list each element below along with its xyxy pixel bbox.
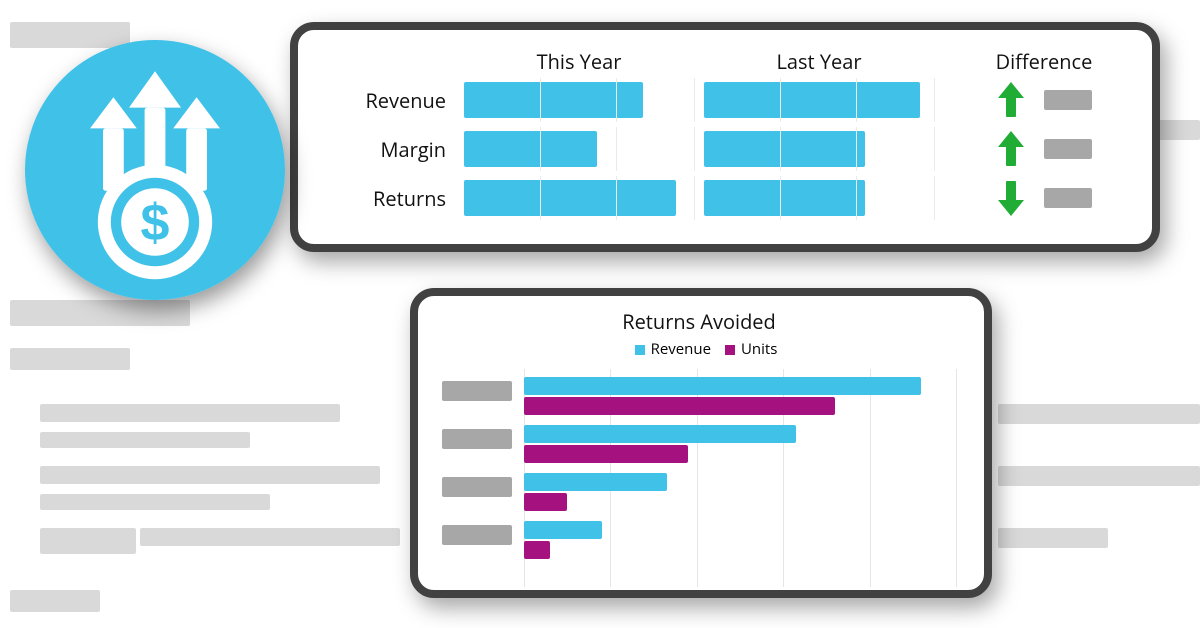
- arrow-up-icon: [996, 129, 1026, 169]
- legend-swatch: [725, 345, 735, 355]
- chart-row: [442, 519, 956, 567]
- metric-bar: [464, 131, 597, 167]
- returns-avoided-chart: [442, 369, 956, 587]
- revenue-bar: [524, 473, 667, 491]
- dollar-growth-badge-icon: $: [25, 40, 285, 300]
- last-year-bars: [704, 78, 934, 226]
- legend-label: Revenue: [651, 339, 711, 359]
- category-label-placeholder: [442, 477, 512, 497]
- redacted-bar: [10, 590, 100, 612]
- returns-avoided-legend: Revenue Units: [442, 339, 956, 359]
- redacted-bar: [998, 466, 1200, 486]
- difference-value-placeholder: [1044, 90, 1092, 110]
- difference-value-placeholder: [1044, 139, 1092, 159]
- metric-labels: Revenue Margin Returns: [324, 78, 454, 226]
- redacted-bar: [998, 528, 1108, 548]
- revenue-bar: [524, 425, 796, 443]
- header-last-year: Last Year: [704, 44, 934, 78]
- redacted-bar: [998, 404, 1200, 424]
- revenue-bar: [524, 377, 921, 395]
- category-label-placeholder: [442, 381, 512, 401]
- redacted-bar: [40, 528, 136, 554]
- revenue-bar: [524, 521, 602, 539]
- units-bar: [524, 445, 688, 463]
- svg-text:$: $: [141, 194, 170, 252]
- chart-row: [442, 423, 956, 471]
- redacted-bar: [140, 528, 400, 546]
- returns-avoided-title: Returns Avoided: [442, 308, 956, 335]
- redacted-bar: [40, 404, 340, 422]
- returns-avoided-card: Returns Avoided Revenue Units: [410, 288, 992, 598]
- metric-label: Margin: [324, 127, 454, 171]
- arrow-down-icon: [996, 178, 1026, 218]
- category-label-placeholder: [442, 429, 512, 449]
- metric-label: Returns: [324, 176, 454, 220]
- category-label-placeholder: [442, 525, 512, 545]
- chart-row: [442, 471, 956, 519]
- chart-row: [442, 375, 956, 423]
- redacted-bar: [40, 432, 250, 448]
- header-this-year: This Year: [464, 44, 694, 78]
- redacted-bar: [40, 494, 270, 510]
- units-bar: [524, 397, 835, 415]
- units-bar: [524, 493, 567, 511]
- redacted-bar: [10, 300, 190, 326]
- header-labels: [324, 44, 454, 78]
- units-bar: [524, 541, 550, 559]
- comparison-card: Revenue Margin Returns This Year Last Year…: [290, 22, 1160, 252]
- difference-indicators: [944, 78, 1144, 226]
- metric-label: Revenue: [324, 78, 454, 122]
- redacted-bar: [10, 348, 130, 370]
- header-difference: Difference: [944, 44, 1144, 78]
- this-year-bars: [464, 78, 694, 226]
- metric-bar: [704, 131, 865, 167]
- legend-swatch: [635, 345, 645, 355]
- legend-label: Units: [741, 339, 777, 359]
- difference-value-placeholder: [1044, 188, 1092, 208]
- metric-bar: [704, 180, 865, 216]
- arrow-up-icon: [996, 80, 1026, 120]
- metric-bar: [464, 180, 676, 216]
- redacted-bar: [40, 466, 380, 484]
- metric-bar: [704, 82, 920, 118]
